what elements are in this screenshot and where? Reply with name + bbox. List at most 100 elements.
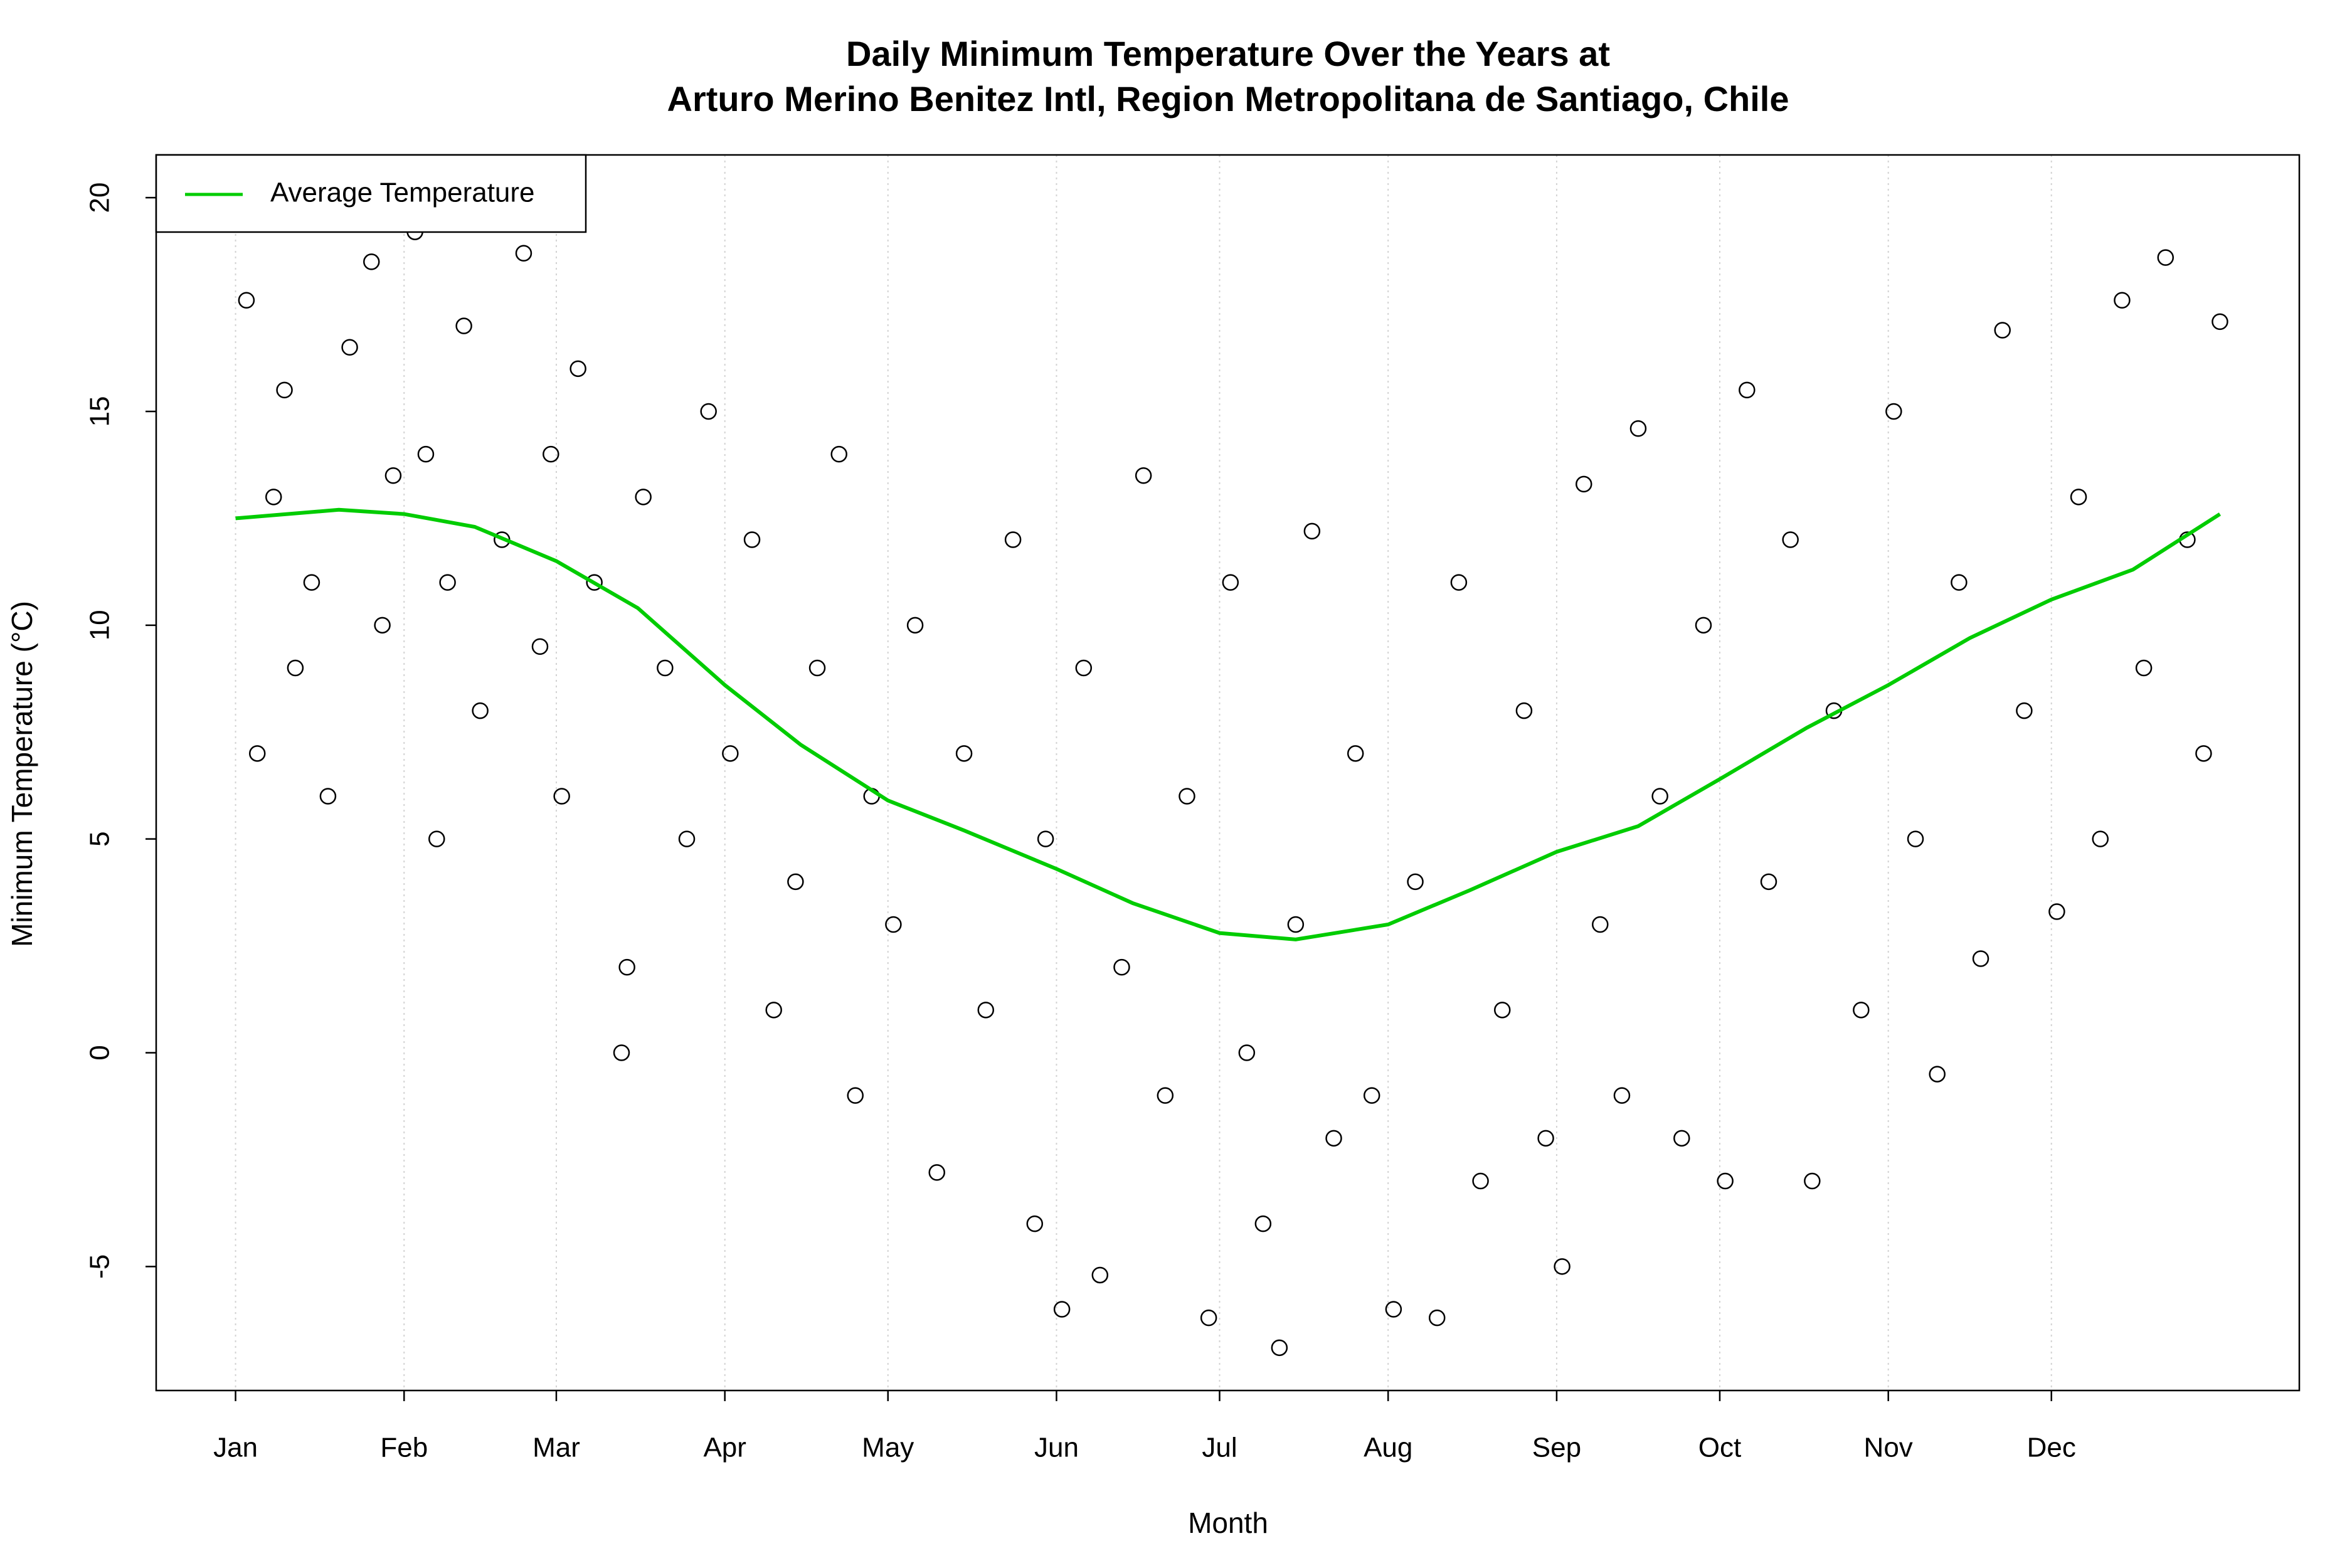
data-point <box>1222 574 1239 591</box>
data-point <box>700 403 717 420</box>
data-point <box>1592 916 1609 933</box>
average-line <box>235 507 2222 941</box>
data-point <box>586 574 603 591</box>
data-point <box>363 253 380 270</box>
data-point <box>2135 659 2153 677</box>
data-point <box>1853 1002 1870 1019</box>
x-tick-label: Aug <box>1364 1433 1412 1463</box>
x-tick-label: May <box>862 1433 914 1463</box>
data-point <box>1651 788 1668 805</box>
data-point <box>1907 830 1924 847</box>
data-point <box>1717 1172 1734 1190</box>
x-axis-label: Month <box>1188 1507 1268 1539</box>
y-axis-label: Minimum Temperature (°C) <box>6 601 38 947</box>
data-point <box>765 1002 782 1019</box>
data-point <box>1075 659 1093 677</box>
data-point <box>417 445 435 463</box>
data-point <box>1113 958 1130 976</box>
data-point <box>2048 903 2065 920</box>
data-point <box>787 873 804 891</box>
plot-frame <box>155 154 2301 1392</box>
data-point <box>1472 1172 1489 1190</box>
data-point <box>1804 1172 1821 1190</box>
data-point <box>1739 381 1756 399</box>
data-point <box>928 1164 946 1181</box>
x-tick-label: Oct <box>1698 1433 1741 1463</box>
y-tick-label: 15 <box>85 396 115 427</box>
data-point <box>830 445 847 463</box>
data-point <box>455 317 472 334</box>
data-point <box>303 574 320 591</box>
data-point <box>613 1044 630 1061</box>
data-point <box>1673 1130 1690 1147</box>
data-point <box>906 617 924 634</box>
data-point <box>2092 830 2109 847</box>
data-point <box>678 830 696 847</box>
x-tick-label: Jan <box>213 1433 258 1463</box>
data-point <box>1537 1130 1554 1147</box>
data-point <box>977 1002 995 1019</box>
data-point <box>955 745 973 762</box>
data-point <box>1407 873 1424 891</box>
data-point <box>722 745 739 762</box>
data-point <box>341 339 358 356</box>
data-point <box>439 574 456 591</box>
y-tick-label: -5 <box>85 1254 115 1279</box>
data-point <box>1363 1087 1380 1104</box>
data-point <box>1450 574 1468 591</box>
data-point <box>885 916 902 933</box>
data-point <box>1157 1087 1174 1104</box>
data-point <box>1037 830 1054 847</box>
x-tick-label: Jun <box>1034 1433 1079 1463</box>
chart-title: Daily Minimum Temperature Over the Years… <box>846 34 1610 73</box>
data-point <box>808 659 826 677</box>
data-point <box>1695 617 1712 634</box>
data-point <box>847 1087 864 1104</box>
data-point <box>635 489 652 506</box>
data-point <box>1303 522 1321 540</box>
data-point <box>657 659 674 677</box>
data-point <box>515 245 532 262</box>
data-point <box>374 617 391 634</box>
data-point <box>2157 249 2175 266</box>
y-tick-label: 20 <box>85 183 115 213</box>
data-point <box>543 445 559 463</box>
data-point <box>1629 420 1647 437</box>
data-point <box>1554 1258 1571 1275</box>
data-point <box>1325 1130 1342 1147</box>
data-point <box>2070 489 2087 506</box>
data-point <box>1254 1215 1272 1232</box>
x-tick-label: Dec <box>2027 1433 2076 1463</box>
x-tick-label: Apr <box>703 1433 746 1463</box>
data-point <box>1515 702 1533 719</box>
data-point <box>569 360 586 378</box>
data-point <box>1238 1044 1256 1061</box>
data-point <box>1760 873 1777 891</box>
data-point <box>276 381 293 399</box>
legend-label: Average Temperature <box>270 177 535 208</box>
data-point <box>1287 916 1305 933</box>
data-point <box>1385 1301 1402 1318</box>
x-tick-label: Mar <box>532 1433 580 1463</box>
data-point <box>1026 1215 1044 1232</box>
data-point <box>1929 1066 1946 1083</box>
data-point <box>618 958 635 976</box>
data-point <box>1493 1002 1511 1019</box>
data-point <box>1179 788 1195 805</box>
data-point <box>287 659 304 677</box>
data-point <box>531 638 549 655</box>
data-point <box>1951 574 1968 591</box>
data-point <box>1347 745 1364 762</box>
x-tick-label: Feb <box>380 1433 428 1463</box>
chart-subtitle: Arturo Merino Benitez Intl, Region Metro… <box>667 79 1789 119</box>
data-point <box>238 292 255 309</box>
data-point <box>1271 1339 1288 1357</box>
data-point <box>1091 1266 1109 1284</box>
y-tick-label: 5 <box>85 831 115 846</box>
data-point <box>1972 950 1989 967</box>
data-point <box>319 788 337 805</box>
data-point <box>2195 745 2212 762</box>
y-tick-label: 10 <box>85 610 115 640</box>
data-point <box>2016 702 2033 719</box>
